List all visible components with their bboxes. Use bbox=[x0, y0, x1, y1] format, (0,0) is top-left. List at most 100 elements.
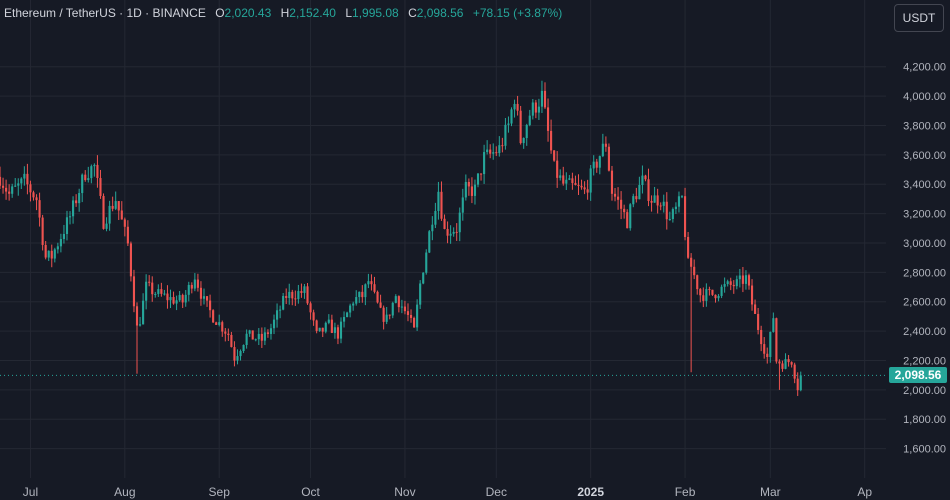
candle-body bbox=[29, 184, 32, 193]
candle-body bbox=[59, 238, 62, 247]
candle-body bbox=[790, 362, 793, 365]
candle-body bbox=[708, 289, 711, 291]
candle-body bbox=[458, 212, 461, 233]
candle-body bbox=[760, 329, 763, 345]
candle-body bbox=[163, 293, 166, 295]
candle-body bbox=[674, 206, 677, 210]
candle-body bbox=[766, 353, 769, 358]
candles-layer bbox=[0, 80, 802, 396]
x-tick-label: 2025 bbox=[577, 485, 604, 499]
candle-body bbox=[653, 195, 656, 203]
candle-body bbox=[14, 185, 17, 187]
candle-body bbox=[151, 282, 154, 295]
low-label: L bbox=[345, 6, 353, 20]
time-axis[interactable]: Jul Aug Sep Oct Nov Dec 2025 Feb Mar Ap bbox=[23, 485, 873, 499]
candle-body bbox=[495, 152, 498, 154]
high-value: 2,152.40 bbox=[289, 6, 336, 20]
candle-body bbox=[440, 191, 443, 219]
candle-body bbox=[239, 350, 242, 357]
candle-body bbox=[778, 361, 781, 364]
candle-body bbox=[492, 152, 495, 154]
currency-button[interactable]: USDT bbox=[894, 4, 944, 32]
candle-body bbox=[525, 124, 528, 139]
candle-body bbox=[696, 275, 699, 290]
candle-body bbox=[613, 193, 617, 197]
candle-body bbox=[799, 375, 802, 391]
candle-body bbox=[568, 178, 571, 180]
candle-body bbox=[775, 318, 778, 362]
candle-body bbox=[671, 209, 674, 220]
candle-body bbox=[93, 164, 96, 167]
candle-body bbox=[193, 279, 196, 289]
candle-body bbox=[656, 195, 659, 206]
candle-body bbox=[702, 295, 705, 301]
candle-body bbox=[580, 185, 583, 188]
candle-body bbox=[528, 115, 531, 125]
candle-body bbox=[623, 208, 626, 213]
candle-body bbox=[65, 217, 69, 235]
candle-body bbox=[339, 321, 343, 339]
candle-body bbox=[659, 205, 662, 207]
candle-body bbox=[601, 143, 604, 157]
candle-body bbox=[260, 333, 263, 341]
price-axis[interactable]: 1,600.00 1,800.00 2,000.00 2,200.00 2,400.00… bbox=[903, 62, 946, 456]
candle-body bbox=[379, 302, 382, 308]
candle-body bbox=[190, 284, 193, 289]
candle-body bbox=[635, 196, 638, 200]
x-tick-label: Feb bbox=[675, 485, 696, 499]
candle-body bbox=[288, 291, 291, 298]
candle-body bbox=[346, 312, 349, 318]
y-tick-label: 2,000.00 bbox=[903, 385, 946, 397]
candle-body bbox=[373, 284, 376, 292]
candle-body bbox=[693, 266, 696, 276]
candle-body bbox=[111, 205, 114, 209]
x-tick-label: Ap bbox=[857, 485, 872, 499]
candle-body bbox=[595, 161, 598, 168]
y-tick-label: 1,600.00 bbox=[903, 444, 946, 456]
candle-body bbox=[550, 130, 553, 151]
candle-body bbox=[507, 123, 510, 125]
candle-body bbox=[202, 296, 206, 299]
candle-body bbox=[84, 174, 87, 181]
candle-body bbox=[598, 156, 601, 168]
candle-body bbox=[385, 314, 388, 322]
candle-body bbox=[145, 281, 148, 301]
candle-body bbox=[409, 314, 413, 318]
candle-body bbox=[504, 124, 507, 146]
candle-body bbox=[132, 276, 136, 307]
candle-body bbox=[729, 281, 732, 285]
candle-body bbox=[705, 289, 708, 301]
candle-body bbox=[312, 312, 315, 321]
candle-body bbox=[738, 275, 741, 280]
candle-body bbox=[138, 324, 142, 326]
candle-body bbox=[117, 201, 120, 211]
candle-body bbox=[154, 293, 157, 295]
candle-body bbox=[282, 295, 285, 310]
candle-body bbox=[750, 285, 754, 305]
candle-body bbox=[315, 320, 318, 331]
candle-body bbox=[406, 311, 410, 315]
candle-body bbox=[397, 296, 400, 308]
candle-body bbox=[294, 298, 297, 300]
y-tick-label: 4,000.00 bbox=[903, 91, 946, 103]
candle-body bbox=[744, 275, 748, 284]
candle-body bbox=[11, 186, 14, 194]
candle-body bbox=[212, 310, 215, 323]
candle-body bbox=[352, 303, 355, 306]
close-label: C bbox=[408, 6, 417, 20]
candle-body bbox=[479, 173, 483, 175]
candle-body bbox=[321, 327, 324, 332]
candle-body bbox=[330, 319, 333, 333]
candle-body bbox=[56, 246, 59, 250]
candle-body bbox=[184, 294, 187, 303]
candle-body bbox=[589, 168, 592, 193]
candle-body bbox=[181, 295, 184, 303]
candle-body bbox=[543, 90, 547, 108]
candle-body bbox=[473, 184, 477, 196]
candle-body bbox=[422, 272, 425, 284]
candle-body bbox=[205, 296, 209, 301]
candle-body bbox=[668, 219, 671, 221]
candle-body bbox=[285, 295, 288, 298]
x-tick-label: Dec bbox=[486, 485, 507, 499]
